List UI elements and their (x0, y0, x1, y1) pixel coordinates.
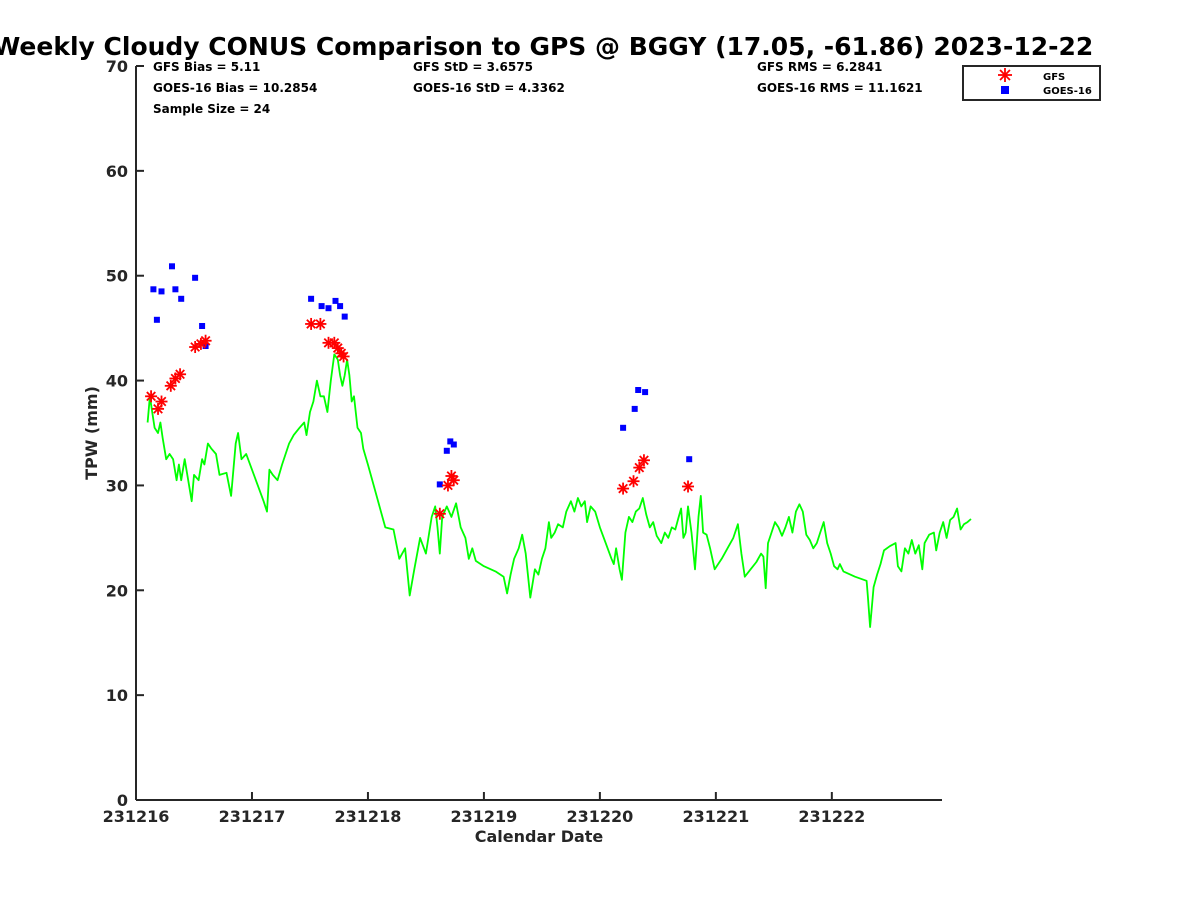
gfs-point (174, 368, 187, 381)
gfs-point (314, 317, 327, 330)
asterisk-stroke (628, 476, 639, 487)
x-tick-label: 231222 (798, 807, 865, 826)
goes-point (332, 297, 339, 304)
x-axis-label: Calendar Date (475, 827, 604, 846)
goes-point (318, 303, 325, 310)
asterisk-stroke (315, 319, 326, 329)
gfs-rms-text: GFS RMS = 6.2841 (757, 60, 882, 74)
goes-point (325, 305, 332, 312)
goes-point (631, 405, 638, 412)
goes-point (337, 303, 344, 310)
asterisk-stroke (683, 481, 693, 492)
gfs-point (682, 480, 695, 493)
y-tick-label: 20 (106, 581, 128, 600)
goes-point (178, 295, 185, 302)
asterisk-stroke (448, 475, 459, 486)
y-tick-label: 70 (106, 57, 128, 76)
gps-line (146, 353, 972, 628)
gfs-point (164, 379, 177, 392)
goes-point (450, 441, 457, 448)
gfs-series (145, 317, 695, 520)
goes-point (341, 313, 348, 320)
gfs-point (617, 482, 630, 495)
asterisk-stroke (200, 335, 211, 346)
asterisk-stroke (146, 391, 156, 402)
goes-point (199, 323, 206, 329)
gfs-bias-text: GFS Bias = 5.11 (153, 60, 260, 74)
goes-series (150, 263, 693, 488)
goes-point (150, 286, 157, 293)
chart-title: Weekly Cloudy CONUS Comparison to GPS @ … (0, 32, 1093, 61)
legend-goes-marker (1001, 86, 1009, 94)
goes-point (620, 424, 627, 431)
asterisk-stroke (175, 369, 185, 380)
y-tick-label: 60 (106, 162, 128, 181)
asterisk-stroke (332, 343, 343, 353)
gps-series (146, 353, 972, 628)
goes-bias-text: GOES-16 Bias = 10.2854 (153, 81, 317, 95)
asterisk-stroke (634, 462, 645, 473)
goes-point (686, 456, 693, 463)
x-ticks: 231216 231217 231218 231219 231220 231221 2312… (103, 792, 865, 826)
gfs-point (155, 395, 168, 408)
goes-point (192, 274, 199, 281)
asterisk-stroke (329, 337, 340, 348)
goes-point (153, 316, 160, 323)
x-tick-label: 231220 (566, 807, 633, 826)
legend-gfs-label: GFS (1043, 72, 1065, 83)
x-tick-label: 231218 (335, 807, 402, 826)
gfs-point (447, 474, 460, 487)
goes-point (447, 438, 454, 445)
goes-point (308, 295, 315, 302)
legend-gfs-marker (998, 68, 1012, 82)
goes-point (158, 288, 165, 295)
asterisk-stroke (434, 508, 445, 519)
y-tick-label: 0 (117, 791, 128, 810)
gfs-std-text: GFS StD = 3.6575 (413, 60, 533, 74)
axes (135, 66, 942, 801)
sample-size-text: Sample Size = 24 (153, 102, 270, 116)
y-tick-label: 50 (106, 267, 128, 286)
asterisk-stroke (306, 319, 316, 329)
y-tick-label: 40 (106, 372, 128, 391)
x-tick-label: 231217 (219, 807, 286, 826)
goes-point (436, 481, 443, 488)
x-tick-label: 231219 (451, 807, 518, 826)
gfs-point (337, 350, 350, 363)
goes-rms-text: GOES-16 RMS = 11.1621 (757, 81, 923, 95)
gfs-point (627, 475, 640, 488)
legend-gfs-asterisk (998, 68, 1012, 82)
asterisk-stroke (446, 471, 457, 481)
asterisk-stroke (156, 396, 167, 407)
asterisk-stroke (165, 380, 176, 391)
gfs-point (433, 507, 446, 520)
goes-point (642, 389, 649, 396)
asterisk-stroke (618, 483, 628, 494)
legend: GFS GOES-16 (962, 65, 1101, 101)
y-ticks: 0 10 20 30 40 50 60 70 (106, 57, 144, 810)
asterisk-stroke (338, 351, 349, 362)
x-tick-label: 231216 (103, 807, 170, 826)
goes-point (443, 447, 450, 454)
y-tick-label: 30 (106, 476, 128, 495)
x-tick-label: 231221 (682, 807, 749, 826)
gfs-point (637, 454, 650, 467)
goes-point (169, 263, 175, 270)
y-tick-label: 10 (106, 686, 128, 705)
legend-goes-label: GOES-16 (1043, 86, 1092, 97)
asterisk-stroke (639, 455, 649, 466)
legend-box (962, 65, 1101, 101)
goes-point (635, 387, 642, 393)
goes-std-text: GOES-16 StD = 4.3362 (413, 81, 565, 95)
y-axis-label: TPW (mm) (82, 386, 101, 480)
gfs-point (145, 390, 158, 403)
stats-block: GFS Bias = 5.11 GOES-16 Bias = 10.2854 S… (153, 60, 923, 116)
goes-point (172, 286, 179, 293)
asterisk-stroke (999, 69, 1011, 81)
gfs-point (633, 461, 646, 474)
gfs-point (199, 334, 212, 347)
